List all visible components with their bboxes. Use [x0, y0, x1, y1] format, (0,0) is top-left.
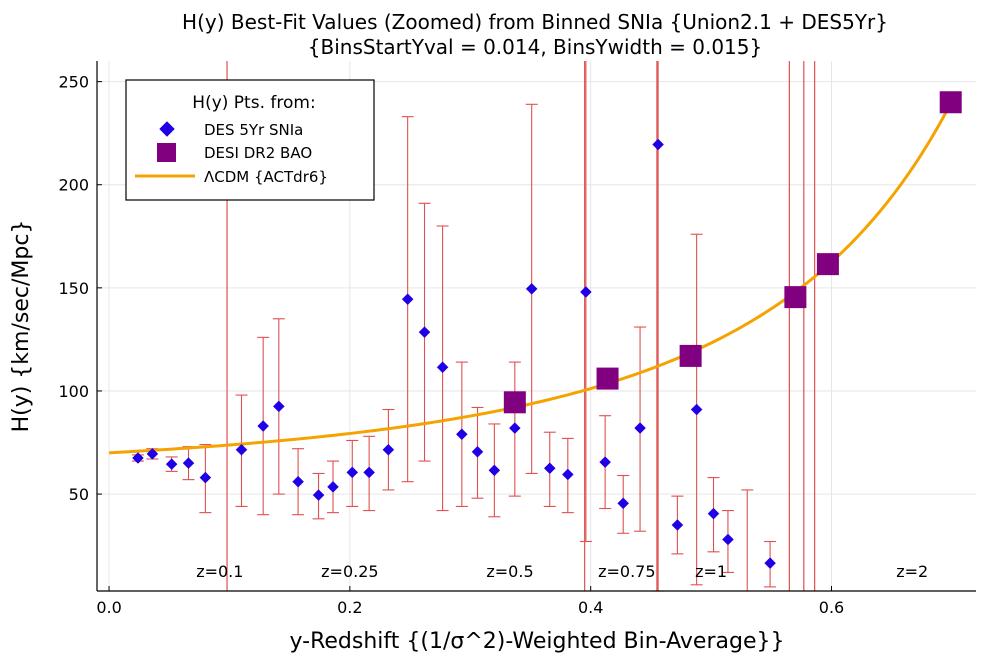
des-point: [401, 293, 414, 306]
des-point: [418, 326, 431, 339]
z-annotation: z=0.75: [598, 562, 655, 581]
lcdm-curve: [108, 100, 954, 455]
y-tick-label: 100: [58, 382, 89, 401]
desi-point: [816, 253, 839, 276]
des-point: [508, 422, 521, 434]
des-point: [346, 466, 359, 479]
desi-point: [784, 286, 807, 309]
des-point: [617, 497, 630, 510]
plot-area: [108, 61, 962, 592]
des-point: [722, 533, 734, 546]
legend-label-desi: DESI DR2 BAO: [204, 144, 312, 162]
legend-label-des: DES 5Yr SNIa: [204, 121, 303, 139]
x-axis-label: y-Redshift {(1/σ^2)-Weighted Bin-Average…: [290, 629, 785, 654]
y-tick-label: 200: [58, 176, 89, 195]
des-point: [272, 400, 285, 413]
des-point: [165, 458, 178, 471]
des-point: [312, 489, 325, 501]
des-point: [561, 468, 574, 481]
legend-title: H(y) Pts. from:: [192, 93, 315, 113]
des-point: [436, 361, 449, 374]
x-tick-label: 0.2: [337, 598, 362, 617]
des-point: [525, 283, 538, 295]
des-point: [488, 464, 501, 477]
z-annotation: z=0.5: [486, 562, 533, 581]
des-point: [132, 452, 144, 464]
des-point: [327, 481, 339, 493]
y-tick-label: 150: [58, 279, 89, 298]
legend-diamond-icon: [159, 121, 175, 137]
des-point: [764, 557, 776, 570]
z-annotation: z=0.1: [196, 562, 243, 581]
des-point: [146, 448, 159, 460]
des-point: [235, 443, 248, 456]
y-tick-label: 50: [69, 485, 89, 504]
des-point: [257, 420, 270, 432]
legend-box: [125, 79, 375, 201]
des-point: [363, 466, 375, 479]
axes: [96, 61, 976, 592]
des-point: [382, 443, 395, 456]
z-annotation: z=0.25: [321, 562, 378, 581]
x-tick-label: 0.6: [819, 598, 844, 617]
data-markers: [132, 91, 962, 570]
des-point: [182, 457, 195, 469]
vertical-lines: [226, 61, 816, 591]
des-point: [652, 138, 664, 151]
desi-point: [939, 91, 962, 114]
z-annotation: z=2: [896, 562, 928, 581]
redshift-annotations: z=0.1 z=0.25 z=0.5 z=0.75 z=1 z=2: [196, 562, 928, 581]
des-point: [671, 519, 684, 531]
x-tick-label: 0.0: [96, 598, 121, 617]
legend-square-icon: [157, 143, 176, 162]
legend: H(y) Pts. from: DES 5Yr SNIa DESI DR2 BA…: [125, 79, 375, 201]
z-annotation: z=1: [695, 562, 727, 581]
chart-title-line-1: H(y) Best-Fit Values (Zoomed) from Binne…: [182, 10, 888, 34]
des-point: [199, 471, 212, 484]
des-point: [580, 286, 592, 298]
legend-label-lcdm: ΛCDM {ACTdr6}: [204, 168, 328, 186]
des-point: [471, 445, 484, 458]
x-tick-label: 0.4: [578, 598, 603, 617]
axis-ticks: 0.0 0.2 0.4 0.6 50 100 150 200 250: [58, 73, 844, 617]
desi-point: [503, 391, 526, 414]
des-point: [707, 507, 720, 520]
des-point: [455, 428, 468, 441]
y-tick-label: 250: [58, 73, 89, 92]
des-point: [599, 456, 611, 468]
des-point: [292, 475, 304, 488]
des-point: [690, 403, 703, 416]
y-axis-label: H(y) {km/sec/Mpc}: [9, 220, 34, 433]
des-point: [634, 422, 646, 434]
chart-title-line-2: {BinsStartYval = 0.014, BinsYwidth = 0.0…: [308, 35, 762, 59]
desi-point: [596, 367, 619, 390]
des-point: [543, 462, 556, 475]
desi-point: [679, 344, 702, 367]
